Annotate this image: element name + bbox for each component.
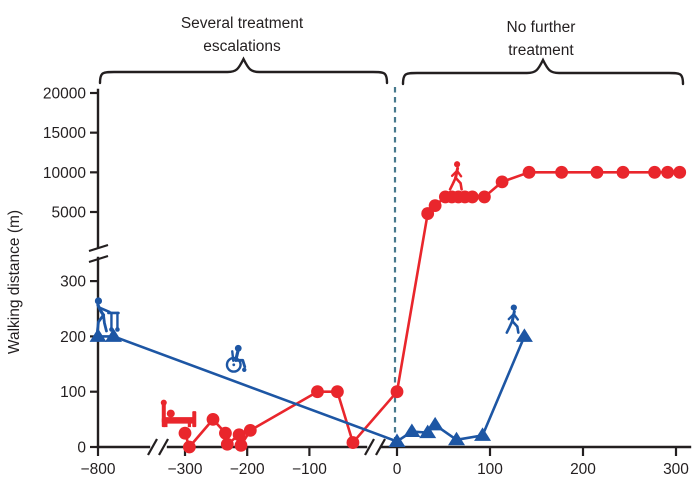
data-point-circle (206, 412, 220, 426)
data-point-triangle (426, 416, 444, 431)
y-tick-label: 200 (60, 329, 86, 346)
left-phase-label: Several treatment escalations (112, 12, 372, 58)
data-point-triangle (403, 423, 421, 438)
y-tick-label: 15000 (43, 125, 86, 142)
y-tick-label: 10000 (43, 165, 86, 182)
walking-person-icon (448, 161, 463, 191)
data-point-triangle (89, 328, 107, 342)
data-point-circle (243, 424, 257, 437)
person-with-walker-icon (94, 297, 120, 333)
x-tick-label: 200 (570, 461, 596, 478)
data-point-circle (478, 190, 491, 204)
data-point-circle (311, 385, 324, 399)
data-point-circle (428, 199, 442, 213)
y-tick-label: 20000 (43, 86, 86, 103)
y-axis-break-mark (88, 254, 109, 264)
x-tick-label: 300 (663, 461, 689, 478)
data-point-circle (234, 438, 248, 452)
data-point-circle (182, 440, 196, 454)
bed-icon (160, 399, 197, 428)
x-tick-label: −200 (230, 461, 265, 478)
x-tick-label: 100 (477, 461, 503, 478)
y-tick-label: 100 (60, 384, 86, 401)
right-brace (401, 57, 685, 86)
data-point-circle (465, 190, 479, 204)
data-point-circle (220, 437, 234, 451)
wheelchair-icon (225, 344, 247, 373)
left-phase-label-line2: escalations (203, 38, 281, 55)
data-point-circle (590, 165, 604, 179)
data-point-circle (219, 426, 232, 440)
y-tick-label: 300 (60, 274, 86, 291)
y-axis-break-mark (88, 243, 109, 253)
x-tick-label: 0 (393, 461, 402, 478)
x-axis-break-mark (158, 438, 169, 456)
data-point-circle (555, 165, 569, 179)
data-point-triangle (474, 427, 492, 441)
right-phase-label-line2: treatment (508, 42, 574, 59)
series-line (183, 171, 680, 449)
x-axis-break-mark (364, 438, 375, 456)
data-point-circle (232, 428, 246, 442)
y-tick-label: 5000 (52, 205, 87, 222)
data-point-triangle (515, 328, 533, 342)
left-brace (98, 56, 389, 85)
data-point-circle (648, 165, 662, 179)
data-point-circle (390, 385, 404, 399)
data-point-triangle (105, 328, 122, 342)
data-point-triangle (448, 431, 466, 446)
x-axis-break-mark (147, 438, 158, 456)
walking-person-icon (505, 304, 520, 334)
right-phase-label-line1: No further (506, 19, 576, 36)
data-point-circle (495, 175, 509, 189)
right-phase-label: No further treatment (441, 16, 641, 62)
x-tick-label: −100 (292, 461, 327, 478)
left-phase-label-line1: Several treatment (180, 15, 304, 32)
x-tick-label: −300 (168, 461, 203, 478)
data-point-triangle (388, 433, 406, 447)
x-tick-label: −800 (81, 461, 116, 478)
data-point-circle (178, 426, 192, 440)
y-tick-label: 0 (77, 440, 86, 457)
x-axis-break-mark (375, 438, 386, 456)
data-point-triangle (419, 424, 437, 439)
data-point-circle (330, 385, 344, 399)
data-point-circle (616, 165, 630, 179)
y-axis-title: Walking distance (m) (6, 209, 23, 355)
data-point-circle (673, 165, 687, 179)
data-point-circle (346, 436, 360, 449)
data-point-circle (661, 165, 675, 179)
blue-series (89, 328, 533, 447)
data-point-circle (522, 165, 536, 179)
red-series (178, 165, 687, 454)
